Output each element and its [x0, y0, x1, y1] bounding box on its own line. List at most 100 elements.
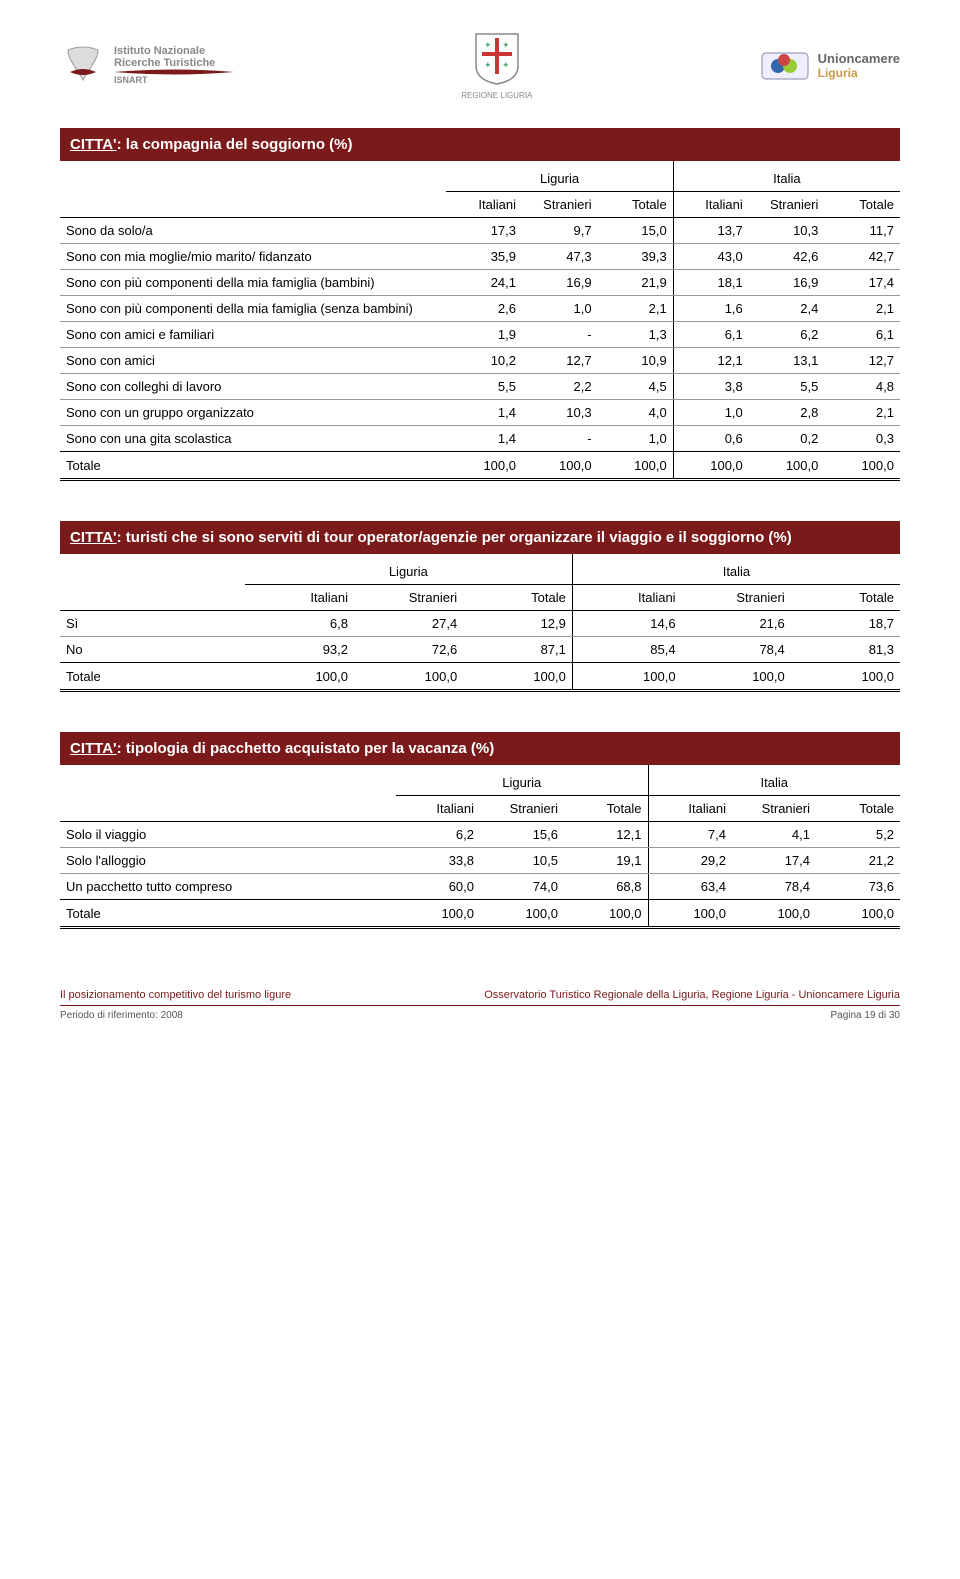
row-value: 5,5	[749, 374, 825, 400]
table2-super-1: Italia	[572, 554, 900, 585]
row-value: 42,7	[824, 244, 900, 270]
row-label: Sono con amici e familiari	[60, 322, 446, 348]
unioncamere-icon	[760, 45, 810, 85]
total-value: 100,0	[564, 900, 648, 928]
row-value: 0,3	[824, 426, 900, 452]
total-value: 100,0	[749, 452, 825, 480]
table1-col-3: Italiani	[673, 192, 749, 218]
table1-col-5: Totale	[824, 192, 900, 218]
row-value: 3,8	[673, 374, 749, 400]
table3-title-rest: : tipologia di pacchetto acquistato per …	[117, 740, 495, 757]
table2-col-2: Totale	[463, 585, 572, 611]
row-label: Sono con più componenti della mia famigl…	[60, 270, 446, 296]
svg-text:✦: ✦	[484, 40, 492, 50]
total-label: Totale	[60, 663, 245, 691]
total-value: 100,0	[446, 452, 522, 480]
row-value: 74,0	[480, 874, 564, 900]
table3-col-3: Italiani	[648, 796, 732, 822]
table-total-row: Totale100,0100,0100,0100,0100,0100,0	[60, 900, 900, 928]
row-value: 18,1	[673, 270, 749, 296]
row-label: Sono con mia moglie/mio marito/ fidanzat…	[60, 244, 446, 270]
row-value: 1,0	[598, 426, 674, 452]
table2-title-underline: CITTA'	[70, 529, 117, 546]
table3-col-0: Italiani	[396, 796, 480, 822]
row-value: 19,1	[564, 848, 648, 874]
row-value: 81,3	[791, 637, 900, 663]
table2-col-4: Stranieri	[682, 585, 791, 611]
row-value: 13,7	[673, 218, 749, 244]
row-value: 14,6	[572, 611, 681, 637]
logo-unioncamere: Unioncamere Liguria	[760, 45, 900, 85]
table-row: Sono da solo/a17,39,715,013,710,311,7	[60, 218, 900, 244]
row-value: 12,7	[522, 348, 598, 374]
row-value: 6,2	[749, 322, 825, 348]
isnart-sub: ISNART	[114, 75, 234, 85]
isnart-icon	[60, 42, 106, 88]
total-value: 100,0	[463, 663, 572, 691]
row-value: 27,4	[354, 611, 463, 637]
row-value: 33,8	[396, 848, 480, 874]
row-value: 5,2	[816, 822, 900, 848]
row-value: 12,1	[673, 348, 749, 374]
table-row: Sono con più componenti della mia famigl…	[60, 296, 900, 322]
table3-title: CITTA': tipologia di pacchetto acquistat…	[60, 732, 900, 765]
svg-text:✦: ✦	[502, 60, 510, 70]
row-label: No	[60, 637, 245, 663]
total-value: 100,0	[245, 663, 354, 691]
row-value: 24,1	[446, 270, 522, 296]
row-value: 39,3	[598, 244, 674, 270]
row-label: Solo il viaggio	[60, 822, 396, 848]
total-label: Totale	[60, 452, 446, 480]
row-value: 73,6	[816, 874, 900, 900]
unioncamere-line2: Liguria	[818, 66, 900, 80]
table2-super-0: Liguria	[245, 554, 573, 585]
row-value: 5,5	[446, 374, 522, 400]
footer-right: Osservatorio Turistico Regionale della L…	[484, 989, 900, 1001]
total-value: 100,0	[648, 900, 732, 928]
row-value: 9,7	[522, 218, 598, 244]
row-value: 16,9	[522, 270, 598, 296]
row-value: 4,5	[598, 374, 674, 400]
total-value: 100,0	[682, 663, 791, 691]
row-value: 6,2	[396, 822, 480, 848]
table1-col-2: Totale	[598, 192, 674, 218]
row-label: Solo l'alloggio	[60, 848, 396, 874]
row-value: 1,0	[522, 296, 598, 322]
row-value: 6,8	[245, 611, 354, 637]
row-value: -	[522, 426, 598, 452]
row-value: 16,9	[749, 270, 825, 296]
table2-col-0: Italiani	[245, 585, 354, 611]
table1: Liguria Italia Italiani Stranieri Totale…	[60, 161, 900, 481]
total-value: 100,0	[572, 663, 681, 691]
row-value: 15,6	[480, 822, 564, 848]
row-value: 47,3	[522, 244, 598, 270]
row-value: 10,9	[598, 348, 674, 374]
table-row: No93,272,687,185,478,481,3	[60, 637, 900, 663]
table2: Liguria Italia Italiani Stranieri Totale…	[60, 554, 900, 692]
total-value: 100,0	[354, 663, 463, 691]
svg-text:✦: ✦	[484, 60, 492, 70]
table-row: Un pacchetto tutto compreso60,074,068,86…	[60, 874, 900, 900]
row-value: 78,4	[682, 637, 791, 663]
row-value: -	[522, 322, 598, 348]
table2-col-1: Stranieri	[354, 585, 463, 611]
unioncamere-line1: Unioncamere	[818, 51, 900, 66]
total-value: 100,0	[480, 900, 564, 928]
table-row: Sono con un gruppo organizzato1,410,34,0…	[60, 400, 900, 426]
table1-super-0: Liguria	[446, 161, 673, 192]
table1-super-1: Italia	[673, 161, 900, 192]
table3-super-0: Liguria	[396, 765, 648, 796]
row-value: 2,8	[749, 400, 825, 426]
table-row: Solo il viaggio6,215,612,17,44,15,2	[60, 822, 900, 848]
row-value: 72,6	[354, 637, 463, 663]
row-value: 1,3	[598, 322, 674, 348]
row-value: 43,0	[673, 244, 749, 270]
row-value: 12,9	[463, 611, 572, 637]
table3-col-4: Stranieri	[732, 796, 816, 822]
row-value: 10,3	[522, 400, 598, 426]
table-total-row: Totale100,0100,0100,0100,0100,0100,0	[60, 452, 900, 480]
table1-title-rest: : la compagnia del soggiorno (%)	[117, 136, 353, 153]
row-value: 93,2	[245, 637, 354, 663]
row-value: 1,6	[673, 296, 749, 322]
regione-label: REGIONE LIGURIA	[461, 91, 532, 100]
